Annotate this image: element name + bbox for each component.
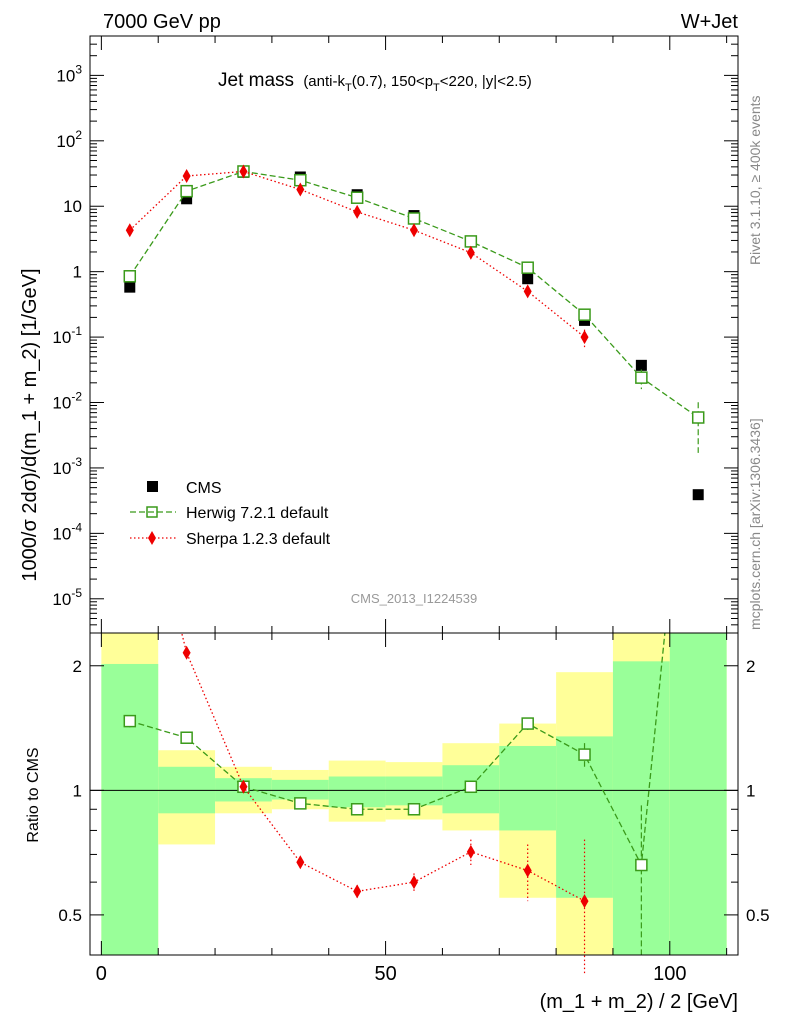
ratio-y-tick-label-right: 2 bbox=[746, 657, 755, 676]
herwig-point bbox=[691, 411, 705, 424]
x-tick-label: 50 bbox=[374, 963, 396, 985]
top-y-tick-label: 10-4 bbox=[52, 520, 82, 543]
herwig-point bbox=[180, 184, 193, 198]
sherpa-point bbox=[296, 182, 305, 197]
ratio-band-green-7 bbox=[499, 745, 557, 831]
sherpa-point bbox=[182, 168, 191, 183]
ratio-band-green-3 bbox=[271, 779, 329, 800]
herwig-point bbox=[578, 308, 591, 321]
top-y-tick-label: 1 bbox=[73, 263, 82, 282]
ratio-panel-frame bbox=[89, 632, 739, 956]
ratio-band-green-4 bbox=[328, 776, 386, 808]
ratio-y-tick-label-right: 1 bbox=[746, 781, 755, 800]
top-y-axis-label: 1000/σ 2dσ)/d(m_1 + m_2) [1/GeV] bbox=[19, 268, 41, 581]
top-y-tick-label: 103 bbox=[56, 62, 82, 85]
cms-point bbox=[635, 359, 647, 371]
ratio-y-tick-label-left: 2 bbox=[73, 657, 82, 676]
sherpa-point bbox=[466, 245, 475, 260]
cms-point bbox=[522, 273, 534, 285]
title-sub-pt: T bbox=[433, 82, 440, 94]
top-y-tick-label: 10-2 bbox=[52, 390, 82, 413]
ratio-band-green-10 bbox=[669, 633, 727, 955]
herwig-point bbox=[464, 780, 478, 794]
top-series bbox=[123, 164, 705, 501]
sherpa-point bbox=[239, 779, 248, 794]
top-y-tick-label: 10-5 bbox=[52, 586, 82, 609]
cms-point bbox=[692, 489, 704, 501]
legend: CMS Herwig 7.2.1 default Sherpa 1.2.3 de… bbox=[130, 480, 331, 548]
sherpa-point bbox=[125, 223, 134, 238]
herwig-point bbox=[294, 797, 307, 810]
cms-point bbox=[124, 281, 136, 293]
sherpa-point bbox=[239, 164, 248, 179]
ratio-uncertainty-bands bbox=[90, 633, 738, 955]
sherpa-point bbox=[353, 204, 362, 219]
analysis-id: CMS_2013_I1224539 bbox=[351, 591, 478, 606]
ratio-y-axis-label: Ratio to CMS bbox=[25, 747, 42, 842]
sherpa-point bbox=[523, 284, 532, 299]
herwig-point bbox=[123, 714, 137, 728]
title-sub-rest1: (0.7), 150<p bbox=[352, 73, 433, 90]
herwig-point bbox=[180, 731, 193, 744]
sherpa-point bbox=[296, 855, 305, 870]
sherpa-point bbox=[182, 645, 191, 660]
cms-point bbox=[181, 193, 193, 205]
x-tick-label: 0 bbox=[96, 963, 107, 985]
sherpa-point bbox=[466, 844, 475, 859]
herwig-point bbox=[464, 235, 478, 248]
x-axis-label: (m_1 + m_2) / 2 [GeV] bbox=[540, 991, 738, 1013]
plot-title-main: Jet mass bbox=[218, 70, 294, 91]
title-sub-kt: T bbox=[345, 82, 352, 94]
top-y-tick-label: 10-1 bbox=[52, 324, 82, 347]
sherpa-line bbox=[181, 633, 585, 902]
top-y-tick-label: 10-3 bbox=[52, 455, 82, 478]
ratio-y-tick-label-left: 1 bbox=[73, 781, 82, 800]
herwig-point bbox=[635, 858, 648, 872]
plot-title-sub: (anti-k bbox=[303, 73, 345, 90]
ratio-y-tick-label-right: 0.5 bbox=[746, 906, 770, 925]
ratio-y-tick-label-left: 0.5 bbox=[58, 906, 82, 925]
sherpa-point bbox=[353, 884, 362, 899]
herwig-point bbox=[635, 371, 648, 384]
legend-label-cms: CMS bbox=[186, 480, 222, 497]
top-y-tick-label: 102 bbox=[56, 128, 82, 151]
legend-label-herwig: Herwig 7.2.1 default bbox=[186, 505, 329, 522]
herwig-point bbox=[350, 191, 364, 204]
sherpa-point bbox=[523, 863, 532, 878]
energy-label: 7000 GeV pp bbox=[103, 11, 221, 33]
ratio-axis-ticks: 0.5 0.5 1 1 2 2 0 50 100 bbox=[58, 633, 770, 985]
legend-label-sherpa: Sherpa 1.2.3 default bbox=[186, 531, 331, 548]
title-sub-rest2: <220, |y|<2.5) bbox=[440, 73, 532, 90]
sherpa-point bbox=[410, 875, 418, 890]
herwig-point bbox=[407, 212, 421, 225]
plot-title: Jet mass (anti-kT(0.7), 150<pT<220, |y|<… bbox=[218, 70, 532, 94]
ratio-band-green-5 bbox=[385, 776, 443, 806]
top-axis-ticks: 10-5 10-4 10-3 10-2 10-1 1 10 102 103 bbox=[52, 35, 738, 634]
herwig-point bbox=[521, 717, 534, 730]
sherpa-point bbox=[410, 223, 418, 238]
herwig-point bbox=[521, 261, 534, 274]
legend-marker-sherpa bbox=[148, 531, 156, 545]
herwig-point bbox=[578, 748, 591, 761]
ratio-series bbox=[123, 633, 666, 974]
herwig-point bbox=[407, 803, 421, 816]
legend-marker-cms bbox=[147, 481, 158, 492]
ratio-band-green-0 bbox=[101, 663, 159, 955]
x-tick-label: 100 bbox=[653, 963, 686, 985]
sherpa-point bbox=[580, 330, 589, 345]
top-y-tick-label: 10 bbox=[63, 197, 82, 216]
legend-marker-herwig bbox=[146, 506, 158, 518]
herwig-point bbox=[350, 803, 364, 816]
herwig-line bbox=[129, 170, 699, 419]
rivet-label: Rivet 3.1.10, ≥ 400k events bbox=[747, 95, 763, 265]
process-label: W+Jet bbox=[681, 11, 739, 33]
mcplots-label: mcplots.cern.ch [arXiv:1306.3436] bbox=[747, 418, 763, 630]
herwig-point bbox=[123, 270, 137, 283]
sherpa-point bbox=[580, 894, 589, 909]
